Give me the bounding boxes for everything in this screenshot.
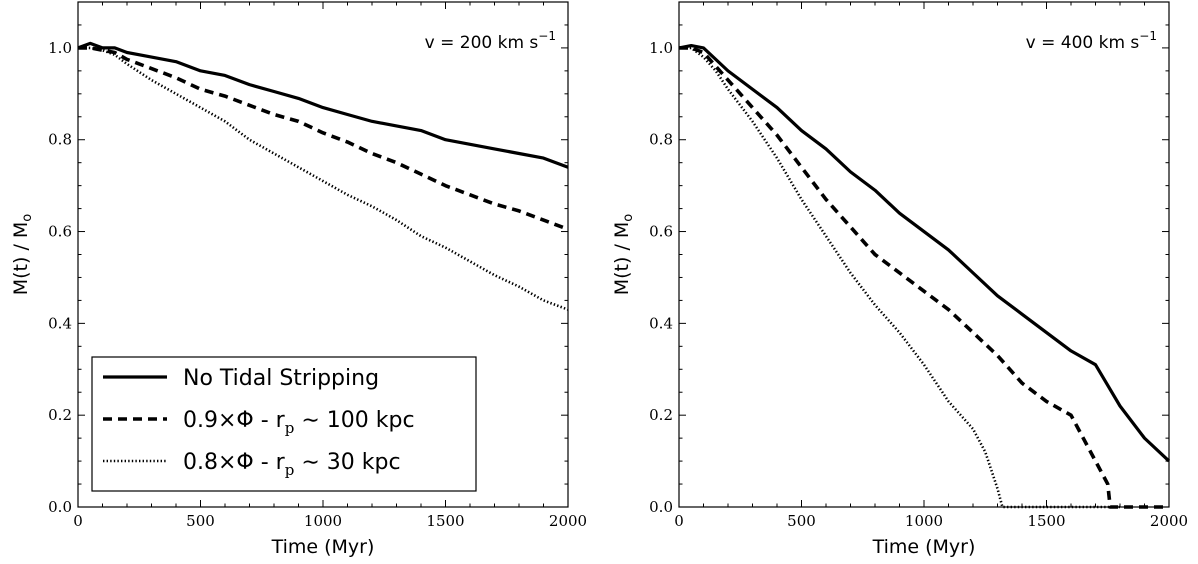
y-tick-label: 0.8 [649, 131, 673, 149]
x-tick-label: 500 [787, 512, 816, 530]
series-line-solid [678, 44, 1171, 463]
x-tick-label: 1500 [426, 512, 464, 530]
series-line-dotted [679, 46, 1120, 509]
y-tick-label: 0.4 [48, 314, 72, 332]
y-tick-label: 0.4 [649, 314, 673, 332]
x-tick-label: 0 [73, 512, 83, 530]
x-axis-label: Time (Myr) [872, 536, 976, 558]
x-tick-label: 1000 [905, 512, 943, 530]
y-tick-label: 0.8 [48, 131, 72, 149]
x-tick-label: 2000 [1150, 512, 1188, 530]
legend-box [91, 356, 477, 492]
legend-label: No Tidal Stripping [183, 366, 379, 391]
x-tick-label: 500 [186, 512, 215, 530]
x-tick-label: 2000 [549, 512, 587, 530]
y-axis-label: M(t) / Mo [611, 214, 636, 296]
legend-label: 0.8×Φ - rp ∼ 30 kpc [183, 450, 401, 479]
legend-label: 0.9×Φ - rp ∼ 100 kpc [183, 408, 415, 437]
x-tick-label: 0 [674, 512, 684, 530]
velocity-annotation: v = 200 km s−1 [425, 29, 556, 53]
y-tick-label: 1.0 [649, 39, 673, 57]
series-line-dotted [78, 46, 569, 311]
series-line-dashed [679, 46, 1169, 509]
y-tick-label: 0.2 [649, 406, 673, 424]
y-tick-label: 0.0 [649, 498, 673, 516]
y-tick-label: 0.6 [48, 223, 72, 241]
y-tick-label: 0.2 [48, 406, 72, 424]
velocity-annotation: v = 400 km s−1 [1026, 29, 1157, 53]
series-line-solid [77, 41, 569, 169]
x-axis-label: Time (Myr) [271, 536, 375, 558]
legend: No Tidal Stripping 0.9×Φ - rp ∼ 100 kpc 0.… [91, 356, 477, 492]
y-axis-label: M(t) / Mo [10, 214, 35, 296]
x-tick-label: 1000 [304, 512, 342, 530]
chart-panel-1: 0 500 1000 1500 2000 0.0 0.2 0.4 0.6 0.8 1.0 Time (… [10, 1, 587, 558]
y-tick-label: 0.0 [48, 498, 72, 516]
x-tick-label: 1500 [1027, 512, 1065, 530]
chart-panel-2: 0 500 1000 1500 2000 0.0 0.2 0.4 0.6 0.8 1.0 Time (… [611, 1, 1188, 558]
plot-frame [678, 1, 1170, 508]
series-line-dashed [78, 46, 569, 231]
y-tick-label: 1.0 [48, 39, 72, 57]
y-tick-label: 0.6 [649, 223, 673, 241]
